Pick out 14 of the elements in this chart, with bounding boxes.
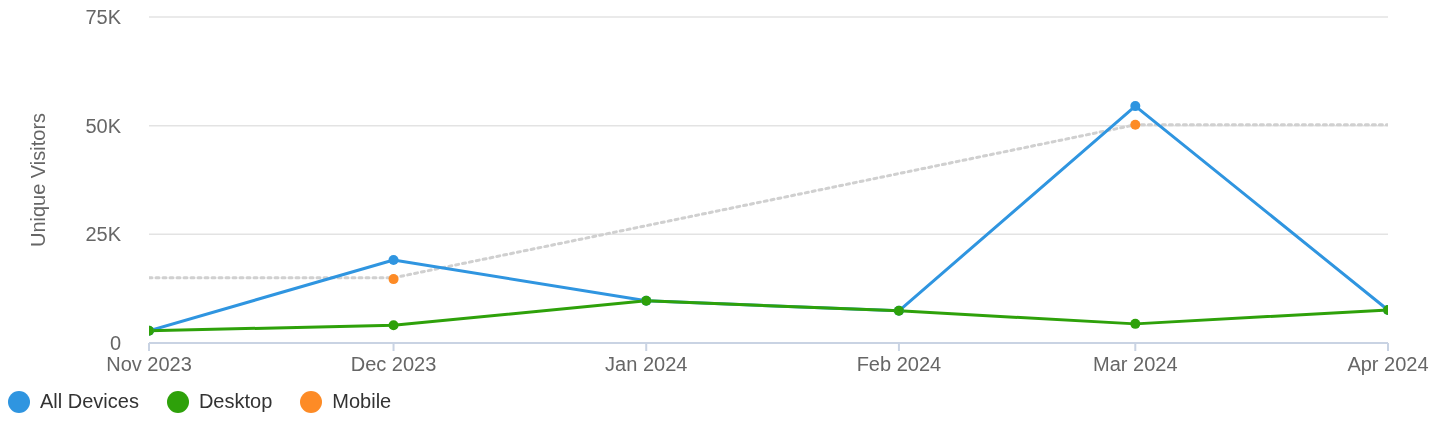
x-tick-label: Dec 2023 bbox=[350, 353, 437, 376]
legend-label: Mobile bbox=[331, 390, 392, 413]
legend-label: All Devices bbox=[39, 390, 139, 413]
y-tick-label: 75K bbox=[85, 6, 122, 29]
y-axis-title: Unique Visitors bbox=[27, 112, 50, 248]
x-tick-label: Nov 2023 bbox=[106, 353, 192, 376]
legend-label: Desktop bbox=[197, 390, 273, 413]
y-tick-label: 25K bbox=[85, 223, 122, 246]
x-tick-label: Mar 2024 bbox=[1093, 353, 1178, 376]
x-tick-label: Feb 2024 bbox=[856, 353, 942, 376]
y-tick-label: 50K bbox=[85, 114, 122, 137]
x-tick-label: Jan 2024 bbox=[605, 353, 688, 376]
x-tick-label: Apr 2024 bbox=[1347, 353, 1429, 376]
y-tick-label: 0 bbox=[109, 332, 121, 355]
